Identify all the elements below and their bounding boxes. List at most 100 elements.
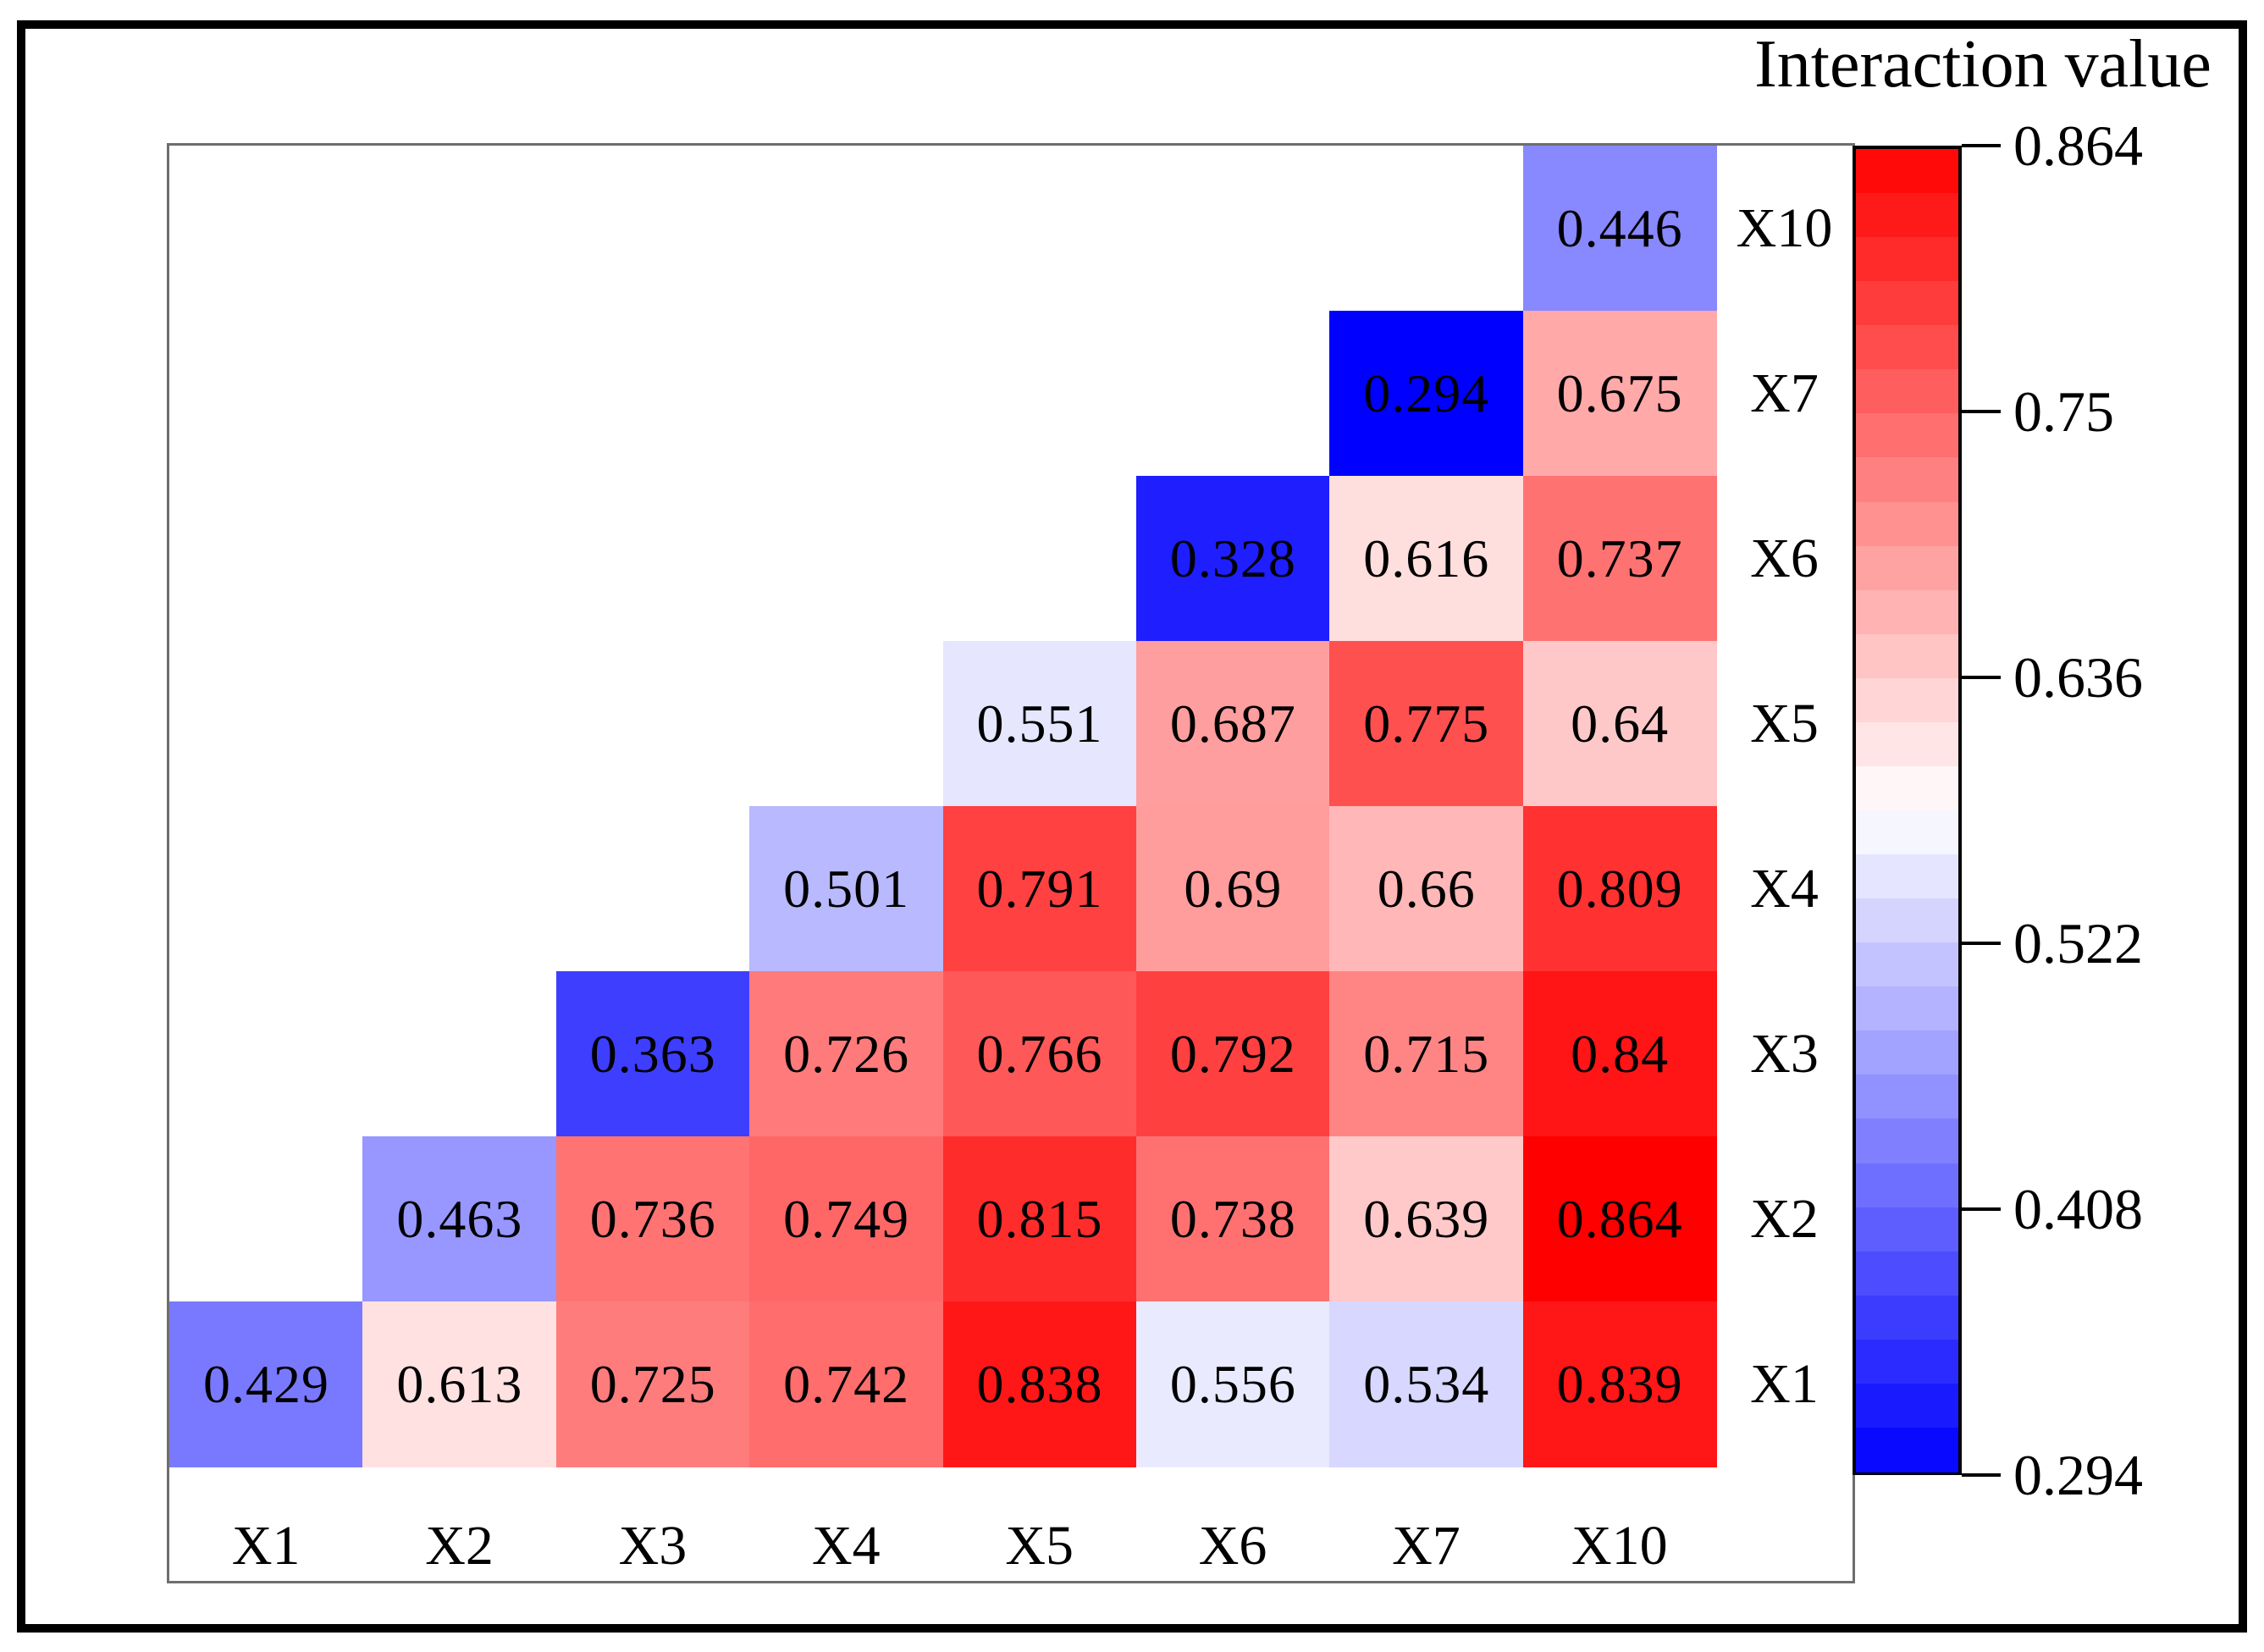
heatmap-cell-X7-X10: 0.675	[1522, 311, 1717, 477]
colorbar-band	[1856, 457, 1958, 503]
colorbar-band	[1856, 589, 1958, 635]
colorbar-band	[1856, 677, 1958, 723]
heatmap-cell-X1-X3: 0.725	[555, 1301, 750, 1467]
colorbar-tick-mark	[1962, 676, 2001, 679]
heatmap-cell-X1-X5: 0.838	[942, 1301, 1137, 1467]
colorbar-tick-label-0.522: 0.522	[2013, 910, 2143, 975]
x-axis-label-X3: X3	[618, 1515, 687, 1577]
heatmap-cell-X5-X5: 0.551	[942, 641, 1137, 807]
x-axis-labels: X1 X2 X3 X4 X5 X6 X7 X10	[169, 1467, 1716, 1581]
heatmap-cell-X3-X4: 0.726	[749, 971, 943, 1137]
colorbar-band	[1856, 501, 1958, 547]
heatmap-cell-X4-X5: 0.791	[942, 806, 1137, 972]
heatmap-cell-X6-X10: 0.737	[1522, 476, 1717, 642]
colorbar-band	[1856, 1207, 1958, 1252]
heatmap-cell-X3-X3: 0.363	[555, 971, 750, 1137]
colorbar-band	[1856, 237, 1958, 282]
colorbar-band	[1856, 369, 1958, 414]
colorbar-band	[1856, 1295, 1958, 1340]
colorbar-title: Interaction value	[1754, 26, 2212, 102]
heatmap-cell-X1-X6: 0.556	[1135, 1301, 1330, 1467]
colorbar-tick-label-0.294: 0.294	[2013, 1442, 2143, 1507]
heatmap-cell-X4-X6: 0.69	[1135, 806, 1330, 972]
heatmap-cell-X1-X10: 0.839	[1522, 1301, 1717, 1467]
x-axis-label-X2: X2	[425, 1515, 494, 1577]
heatmap-cell-X3-X5: 0.766	[942, 971, 1137, 1137]
colorbar-band	[1856, 1427, 1958, 1472]
heatmap-cell-X4-X4: 0.501	[749, 806, 943, 972]
colorbar-band	[1856, 325, 1958, 370]
colorbar-band	[1856, 942, 1958, 987]
colorbar	[1853, 146, 1962, 1475]
heatmap-cell-X10-X10: 0.446	[1522, 146, 1717, 312]
y-axis-label-X10: X10	[1736, 196, 1833, 259]
heatmap-cell-X3-X6: 0.792	[1135, 971, 1330, 1137]
heatmap-cell-X4-X10: 0.809	[1522, 806, 1717, 972]
heatmap-cell-X2-X2: 0.463	[362, 1136, 557, 1302]
colorbar-band	[1856, 1163, 1958, 1208]
x-axis-label-X5: X5	[1005, 1515, 1074, 1577]
colorbar-tick-mark	[1962, 1473, 2001, 1477]
colorbar-band	[1856, 986, 1958, 1031]
colorbar-band	[1856, 1251, 1958, 1296]
colorbar-band	[1856, 633, 1958, 679]
colorbar-tick-mark	[1962, 410, 2001, 413]
y-axis-label-X5: X5	[1750, 692, 1819, 754]
heatmap-cell-X5-X6: 0.687	[1135, 641, 1330, 807]
heatmap-cell-X3-X7: 0.715	[1329, 971, 1524, 1137]
colorbar-tick-label-0.636: 0.636	[2013, 644, 2143, 710]
heatmap-cell-X4-X7: 0.66	[1329, 806, 1524, 972]
y-axis-label-X2: X2	[1750, 1187, 1819, 1250]
colorbar-band	[1856, 281, 1958, 326]
colorbar-band	[1856, 1119, 1958, 1164]
heatmap-cell-X5-X10: 0.64	[1522, 641, 1717, 807]
colorbar-tick-label-0.408: 0.408	[2013, 1176, 2143, 1241]
colorbar-band	[1856, 765, 1958, 811]
x-axis-label-X4: X4	[811, 1515, 881, 1577]
colorbar-tick-mark	[1962, 1207, 2001, 1211]
heatmap-cell-X6-X6: 0.328	[1135, 476, 1330, 642]
heatmap-cell-X3-X10: 0.84	[1522, 971, 1717, 1137]
y-axis-labels: X10 X7 X6 X5 X4 X3 X2 X1	[1716, 146, 1853, 1467]
heatmap-cell-X1-X7: 0.534	[1329, 1301, 1524, 1467]
colorbar-tick-label-0.864: 0.864	[2013, 113, 2143, 178]
heatmap-cell-X2-X10: 0.864	[1522, 1136, 1717, 1302]
y-axis-label-X7: X7	[1750, 362, 1819, 424]
colorbar-band	[1856, 1030, 1958, 1075]
heatmap-cell-X2-X6: 0.738	[1135, 1136, 1330, 1302]
colorbar-band	[1856, 149, 1958, 194]
heatmap-cell-X2-X3: 0.736	[555, 1136, 750, 1302]
x-axis-label-X1: X1	[231, 1515, 301, 1577]
heatmap-grid: 0.446 0.294 0.675 0.328 0.616 0.737 0.551 0.687…	[169, 146, 1717, 1467]
colorbar-band	[1856, 898, 1958, 943]
heatmap-cell-X2-X4: 0.749	[749, 1136, 943, 1302]
colorbar-band	[1856, 193, 1958, 238]
colorbar-tick-label-0.75: 0.75	[2013, 378, 2114, 444]
heatmap-cell-X7-X7: 0.294	[1329, 311, 1524, 477]
colorbar-tick-mark	[1962, 144, 2001, 147]
y-axis-label-X6: X6	[1750, 527, 1819, 589]
x-axis-label-X7: X7	[1392, 1515, 1461, 1577]
colorbar-band	[1856, 854, 1958, 899]
colorbar-band	[1856, 1075, 1958, 1120]
colorbar-tick-mark	[1962, 942, 2001, 945]
heatmap-cell-X1-X2: 0.613	[362, 1301, 557, 1467]
colorbar-band	[1856, 1383, 1958, 1428]
heatmap-cell-X5-X7: 0.775	[1329, 641, 1524, 807]
y-axis-label-X3: X3	[1750, 1022, 1819, 1085]
y-axis-label-X1: X1	[1750, 1352, 1819, 1415]
heatmap-cell-X1-X4: 0.742	[749, 1301, 943, 1467]
heatmap-cell-X2-X5: 0.815	[942, 1136, 1137, 1302]
x-axis-label-X6: X6	[1198, 1515, 1267, 1577]
colorbar-band	[1856, 545, 1958, 591]
figure-border	[17, 20, 2247, 1633]
x-axis-label-X10: X10	[1571, 1515, 1668, 1577]
heatmap-cell-X2-X7: 0.639	[1329, 1136, 1524, 1302]
y-axis-label-X4: X4	[1750, 857, 1819, 920]
colorbar-band	[1856, 810, 1958, 855]
colorbar-band	[1856, 1339, 1958, 1384]
heatmap-cell-X1-X1: 0.429	[169, 1301, 363, 1467]
colorbar-band	[1856, 721, 1958, 767]
heatmap-cell-X6-X7: 0.616	[1329, 476, 1524, 642]
